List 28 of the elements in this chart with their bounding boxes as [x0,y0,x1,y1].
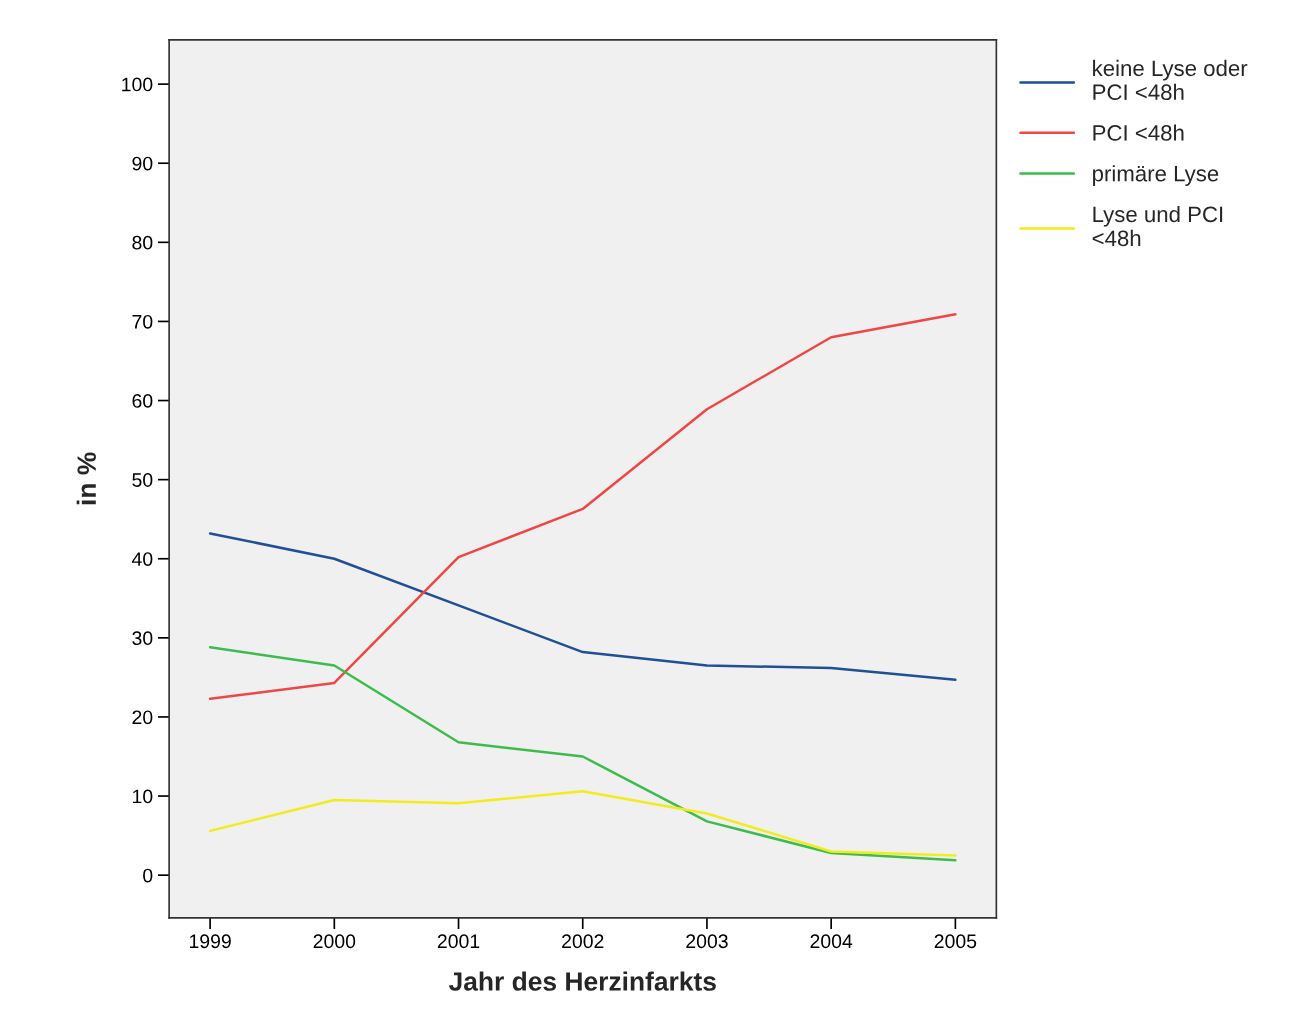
x-tick-label: 1999 [189,934,231,949]
x-tick-label: 2003 [686,934,728,949]
y-tick-label: 90 [132,156,153,171]
y-tick-label: 70 [132,314,153,329]
y-tick-label: 100 [122,77,153,92]
x-tick-label: 2001 [437,934,480,949]
x-axis-title: Jahr des Herzinfarkts [448,971,716,991]
x-tick-label: 2000 [313,934,356,949]
y-tick-label: 60 [132,394,153,408]
x-tick-label: 2002 [562,934,604,949]
y-tick-label: 30 [132,631,153,646]
y-axis-title: in % [76,452,96,505]
legend-label: keine Lyse oder PCI <48h [1093,59,1248,101]
line-series [208,532,957,682]
line-series [208,790,957,857]
legend-label: PCI <48h [1093,124,1184,141]
line-series [208,646,957,862]
x-tick-label: 2004 [810,934,853,949]
y-tick-label: 40 [131,552,153,566]
legend-label: primäre Lyse [1093,165,1219,186]
y-tick-label: 80 [132,235,153,250]
y-tick-label: 0 [143,868,153,883]
y-tick-label: 10 [133,789,153,804]
legend-label: Lyse und PCI <48h [1092,205,1223,247]
line-series [208,313,957,701]
x-tick-label: 2005 [934,934,977,949]
y-tick-label: 50 [132,473,153,487]
y-tick-label: 20 [132,710,153,725]
